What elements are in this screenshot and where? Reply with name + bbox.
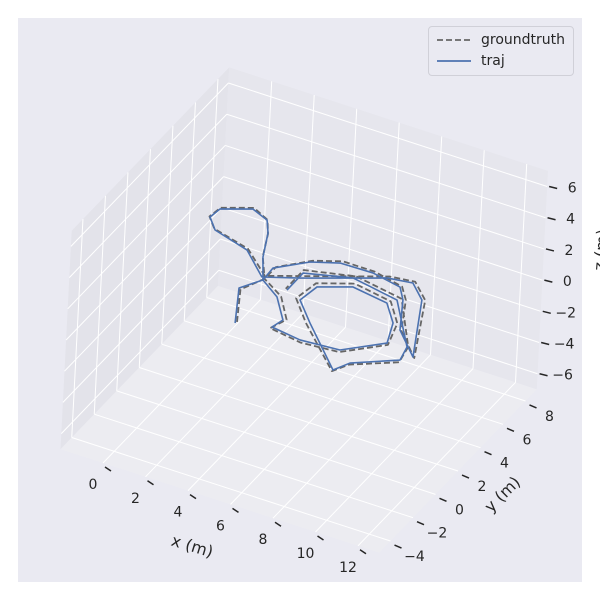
tick-mark-x	[104, 466, 112, 472]
tick-mark-z	[545, 248, 555, 252]
z-tick-label: −6	[552, 368, 573, 384]
x-tick-label: 2	[131, 491, 140, 507]
z-tick-label: 6	[568, 181, 577, 197]
grid-line-z	[223, 176, 543, 281]
grid-line-z	[225, 144, 545, 250]
legend: groundtruth traj	[428, 26, 574, 76]
tick-mark-z	[548, 185, 558, 190]
tick-mark-x	[317, 535, 324, 541]
z-axis-label: z (m)	[590, 228, 600, 271]
x-tick-label: 6	[216, 518, 225, 534]
tick-mark-z	[539, 372, 548, 377]
grid-line-z	[65, 176, 224, 341]
tick-mark-x	[359, 549, 367, 555]
x-tick-label: 10	[297, 546, 315, 562]
z-tick-label: −4	[554, 337, 575, 353]
legend-solid-line-icon	[437, 60, 471, 62]
grid-line-y	[139, 367, 459, 472]
x-tick-label: 8	[259, 532, 268, 548]
tick-mark-y	[506, 427, 515, 433]
z-tick-label: 2	[564, 243, 573, 259]
tick-mark-x	[274, 521, 282, 527]
y-tick-label: 0	[455, 502, 464, 518]
tick-mark-y	[439, 497, 447, 503]
x-tick-label: 12	[339, 560, 357, 576]
grid-line-y	[161, 343, 481, 449]
series-line-traj	[209, 208, 423, 371]
grid-line-z	[64, 207, 223, 372]
grid-line-z	[226, 113, 546, 219]
legend-label: traj	[481, 53, 505, 69]
grid-line-z	[67, 145, 226, 310]
tick-marks	[104, 185, 558, 555]
z-tick-label: 4	[566, 212, 575, 228]
grid-line-z	[221, 207, 541, 312]
grid-line-z	[60, 269, 220, 434]
tick-mark-x	[232, 507, 239, 514]
legend-item-groundtruth: groundtruth	[437, 30, 565, 50]
tick-mark-y	[484, 450, 492, 456]
grid-line-z	[68, 113, 228, 278]
grid-line-z	[62, 238, 221, 403]
grid-line-z	[228, 82, 548, 187]
z-tick-label: −2	[555, 305, 576, 321]
legend-dashed-line-icon	[437, 39, 471, 41]
grid-line-y	[71, 437, 391, 542]
tick-mark-y	[394, 544, 402, 549]
tick-mark-y	[529, 404, 537, 409]
x-tick-label: 0	[89, 477, 98, 493]
tick-mark-y	[461, 474, 470, 479]
grid-line-y	[184, 320, 504, 425]
y-tick-label: 2	[478, 479, 487, 495]
grid-line-y	[206, 297, 526, 402]
tick-mark-z	[544, 279, 553, 283]
tick-mark-z	[547, 216, 556, 221]
tick-mark-x	[189, 493, 197, 500]
tick-mark-x	[147, 480, 154, 486]
grid-line-z	[70, 82, 229, 247]
tick-mark-z	[542, 310, 551, 315]
legend-item-traj: traj	[437, 51, 505, 71]
z-tick-label: 0	[563, 274, 572, 290]
y-tick-label: −2	[427, 526, 448, 542]
x-tick-label: 4	[174, 505, 183, 521]
series-lines	[208, 206, 427, 373]
grid-line-y	[94, 413, 414, 519]
y-tick-label: 6	[523, 432, 532, 448]
y-tick-label: 4	[500, 456, 509, 472]
legend-label: groundtruth	[481, 32, 566, 48]
y-tick-label: −4	[404, 549, 425, 565]
tick-mark-z	[540, 341, 550, 346]
grid-line-y	[116, 390, 436, 495]
y-tick-label: 8	[545, 409, 554, 425]
tick-mark-y	[416, 521, 425, 526]
